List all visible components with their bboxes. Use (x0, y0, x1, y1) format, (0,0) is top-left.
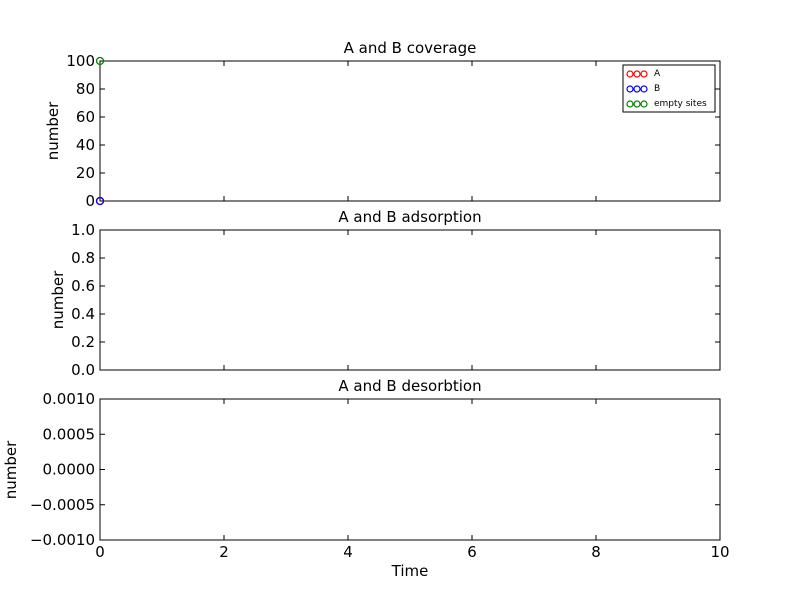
x-tick-label: 0 (95, 543, 105, 561)
legend-entry-a: A (626, 69, 661, 79)
x-ticks (99, 230, 721, 370)
y-ticks: −0.0010 −0.0005 0.0000 0.0005 0.0010 (30, 390, 720, 549)
data-point (95, 56, 105, 66)
legend-marker-a (626, 70, 634, 78)
x-axis-label: Time (391, 562, 429, 580)
y-tick-label: 80 (76, 80, 95, 98)
panel-coverage: A and B coverage number 0 20 40 60 80 100 A B (44, 39, 721, 210)
x-ticks (99, 61, 721, 201)
y-tick-label: 0.2 (71, 333, 95, 351)
y-tick-label: 60 (76, 108, 95, 126)
y-tick-label: 0.0000 (43, 461, 96, 479)
x-ticks: 0 2 4 6 8 10 (95, 399, 730, 561)
y-tick-label: 20 (76, 164, 95, 182)
x-tick-label: 8 (591, 543, 601, 561)
x-tick-label: 10 (710, 543, 729, 561)
legend-marker-b (626, 85, 634, 93)
legend-marker-empty-sites (640, 100, 648, 108)
y-ticks: 0 20 40 60 80 100 (66, 52, 720, 210)
y-tick-label: 0.8 (71, 249, 95, 267)
x-tick-label: 2 (219, 543, 229, 561)
y-axis-label: number (49, 270, 67, 329)
panel-title: A and B coverage (344, 39, 477, 57)
legend-entry-b: B (626, 84, 660, 94)
legend-marker-a (633, 70, 641, 78)
y-ticks: 0.0 0.2 0.4 0.6 0.8 1.0 (71, 221, 720, 379)
y-tick-label: 40 (76, 136, 95, 154)
y-tick-label: 100 (66, 52, 95, 70)
y-tick-label: 0.0 (71, 361, 95, 379)
panel-adsorption: A and B adsorption number 0.00.20.40.60.… (49, 208, 721, 379)
y-tick-label: 0.0010 (43, 390, 96, 408)
x-tick-label: 6 (467, 543, 477, 561)
legend-entry-empty-sites: empty sites (626, 99, 707, 109)
panel-title: A and B adsorption (338, 208, 481, 226)
y-tick-label: 0.4 (71, 305, 95, 323)
plot-frame (99, 229, 721, 371)
y-tick-label: 0.0005 (43, 425, 96, 443)
data-points (95, 56, 105, 206)
legend: A B empty sites (622, 64, 716, 113)
panel-desorbtion: A and B desorbtion number −0.0010 −0.0005… (2, 377, 730, 580)
y-axis-label: number (2, 440, 20, 499)
y-tick-label: −0.0010 (30, 531, 95, 549)
legend-marker-b (640, 85, 648, 93)
legend-marker-a (640, 70, 648, 78)
legend-marker-b (633, 85, 641, 93)
legend-marker-empty-sites (633, 100, 641, 108)
data-point (95, 196, 105, 206)
y-tick-label: −0.0005 (30, 496, 95, 514)
y-tick-label: 1.0 (71, 221, 95, 239)
panel-title: A and B desorbtion (338, 377, 481, 395)
plot-frame (99, 60, 721, 202)
legend-label-empty-sites: empty sites (654, 99, 707, 109)
legend-label-b: B (654, 84, 660, 94)
y-tick-label: 0.6 (71, 277, 95, 295)
legend-box (622, 64, 716, 113)
y-tick-label: 0 (85, 192, 95, 210)
legend-marker-empty-sites (626, 100, 634, 108)
legend-label-a: A (654, 69, 661, 79)
y-axis-label: number (44, 101, 62, 160)
x-tick-label: 4 (343, 543, 353, 561)
